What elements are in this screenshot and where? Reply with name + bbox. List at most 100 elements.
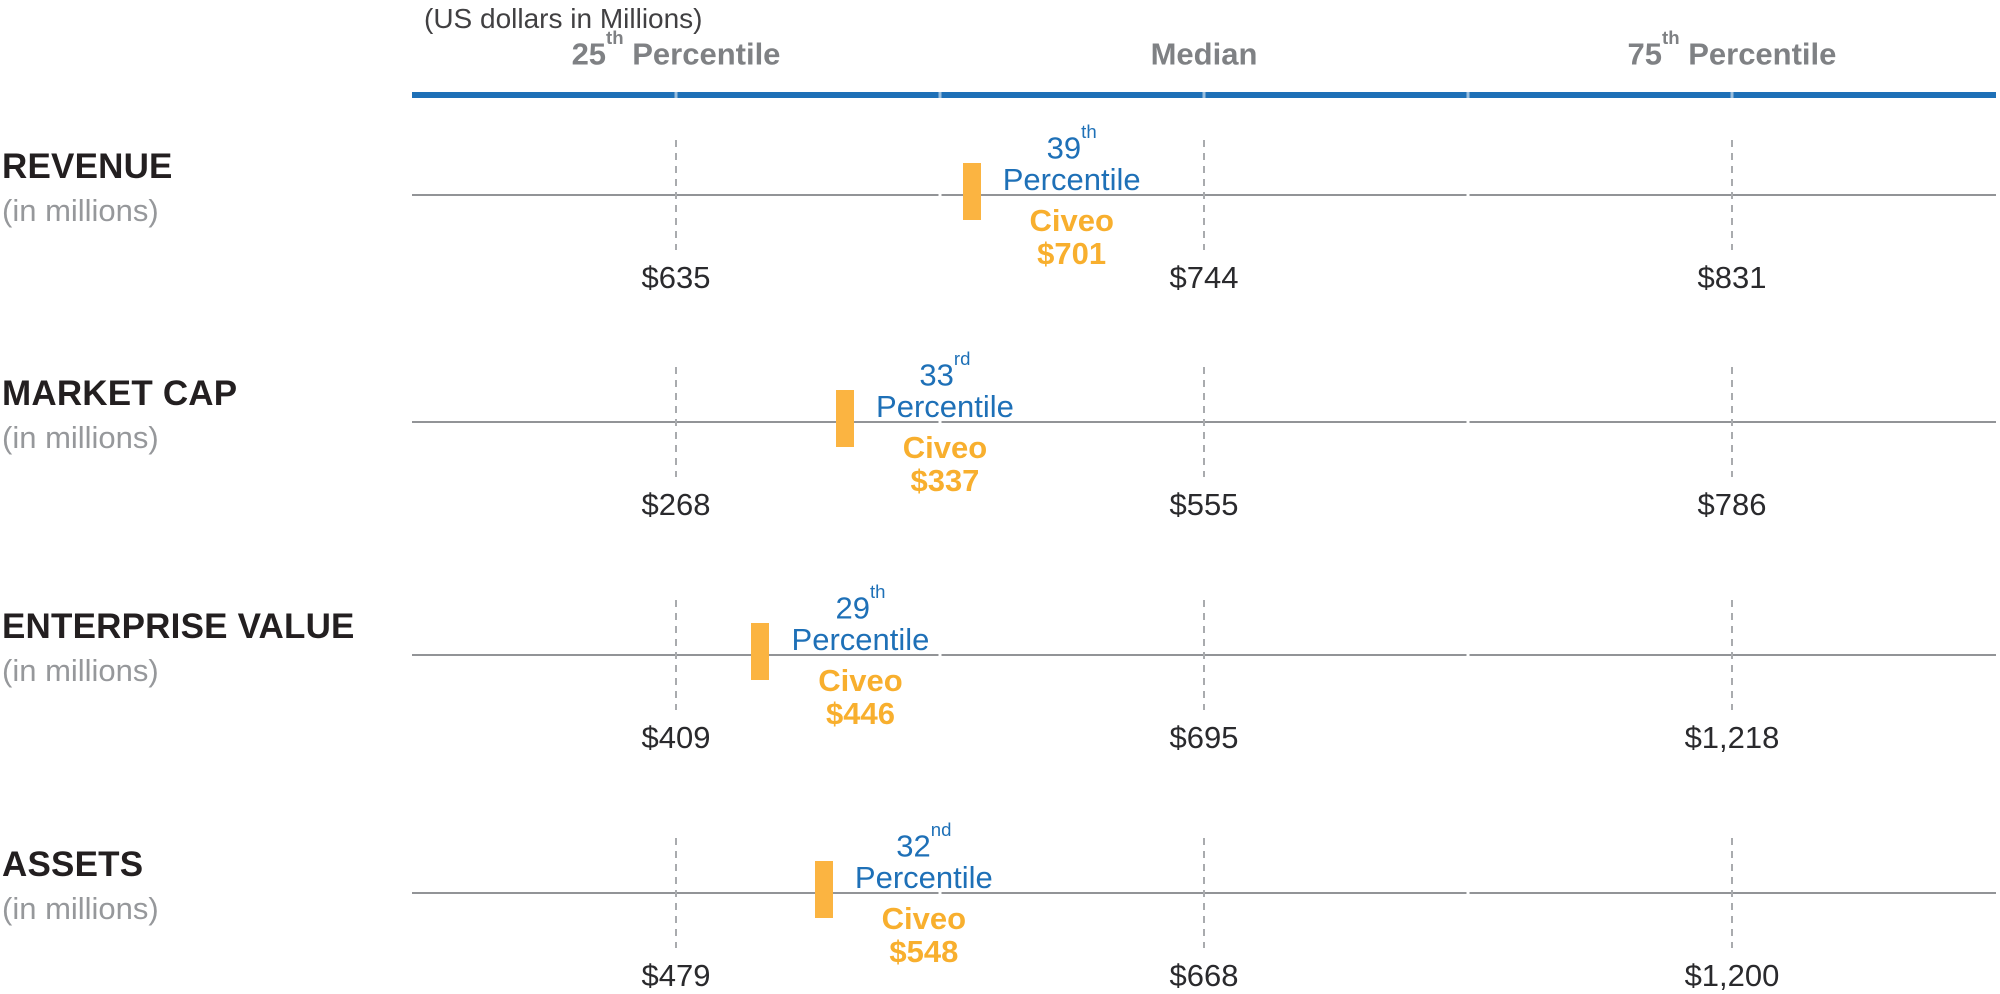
p25-gridline [675, 367, 677, 477]
p75-gridline [1730, 838, 1733, 948]
metric-plot-area: $268 $555 $786 33rd Percentile Civeo $33… [412, 327, 1996, 559]
column-header: 25th Percentile [571, 27, 781, 72]
percentile-ordinal-suffix: rd [953, 347, 971, 369]
percentile-number: 39 [1046, 130, 1082, 166]
company-value: $548 [889, 934, 959, 969]
percentile-word: Percentile [876, 389, 1014, 425]
axis-seam [938, 194, 942, 196]
median-value: $695 [1169, 720, 1239, 755]
axis-seam [938, 421, 942, 423]
median-gridline [1203, 600, 1205, 710]
company-value: $337 [910, 463, 980, 498]
metric-label-block: MARKET CAP (in millions) [2, 375, 237, 455]
percentile-word: Percentile [854, 860, 993, 896]
rule-seam [1202, 92, 1206, 98]
p75-gridline [1730, 600, 1733, 710]
company-name: Civeo [881, 901, 967, 936]
company-callout: Civeo $446 [818, 664, 902, 730]
column-header: Median [1151, 36, 1258, 72]
column-header-rest: Percentile [623, 36, 781, 72]
p25-value: $409 [641, 720, 711, 755]
percentile-callout-line1: 29th [792, 581, 930, 626]
p25-value: $635 [641, 260, 711, 295]
civeo-marker-bar [962, 163, 981, 220]
metric-name: ASSETS [2, 845, 144, 884]
axis-seam [1466, 654, 1470, 656]
p25-gridline [675, 140, 677, 250]
percentile-word: Percentile [791, 622, 930, 658]
rule-seam [1730, 92, 1734, 98]
p75-gridline [1730, 367, 1733, 477]
percentile-number: 32 [896, 828, 931, 864]
metric-sublabel: (in millions) [2, 193, 159, 228]
rule-seam [938, 92, 942, 98]
percentile-callout-line1: 39th [1003, 121, 1141, 166]
p75-value: $786 [1697, 487, 1767, 522]
metric-name: REVENUE [2, 147, 173, 186]
company-callout: Civeo $337 [903, 431, 987, 497]
column-header-row: 25th Percentile Median 75th Percentile [412, 0, 1996, 100]
metric-row: MARKET CAP (in millions) $268 $555 $786 … [0, 327, 2000, 559]
median-value: $555 [1169, 487, 1239, 522]
percentile-callout: 39th Percentile [1002, 121, 1141, 198]
metric-name: ENTERPRISE VALUE [2, 607, 355, 646]
company-name: Civeo [902, 430, 988, 465]
percentile-callout-line1: 32nd [855, 819, 993, 864]
metric-sublabel: (in millions) [2, 891, 159, 926]
percentile-ordinal-suffix: th [1081, 120, 1097, 142]
percentile-callout: 29th Percentile [791, 581, 930, 658]
civeo-marker-bar [835, 390, 854, 447]
axis-seam [938, 892, 942, 894]
company-value: $701 [1037, 236, 1107, 271]
company-name: Civeo [1029, 203, 1114, 238]
civeo-marker-bar [751, 623, 770, 680]
percentile-ordinal-suffix: nd [930, 818, 952, 840]
median-gridline [1203, 838, 1205, 948]
metric-row: ENTERPRISE VALUE (in millions) $409 $695… [0, 560, 2000, 792]
metric-name: MARKET CAP [2, 374, 238, 413]
axis-seam [1466, 194, 1470, 196]
axis-seam [938, 654, 942, 656]
median-gridline [1203, 140, 1205, 250]
units-label: (US dollars in Millions) [424, 3, 703, 34]
company-callout: Civeo $701 [1029, 204, 1113, 270]
p75-value: $1,200 [1684, 958, 1780, 993]
company-name: Civeo [818, 663, 903, 698]
median-value: $744 [1169, 260, 1239, 295]
company-callout: Civeo $548 [882, 902, 966, 968]
metric-sublabel: (in millions) [2, 653, 159, 688]
p25-value: $268 [641, 487, 711, 522]
column-header-text: Median [1150, 36, 1258, 72]
median-gridline [1203, 367, 1205, 477]
header-rule [412, 92, 1996, 98]
company-value: $446 [825, 696, 895, 731]
rule-seam [1466, 92, 1470, 98]
column-header-rest: Percentile [1679, 36, 1837, 72]
percentile-word: Percentile [1002, 162, 1141, 198]
column-header-superscript: th [1662, 26, 1680, 48]
metric-label-block: REVENUE (in millions) [2, 148, 173, 228]
percentile-callout: 32nd Percentile [854, 819, 993, 896]
rule-seam [674, 92, 678, 98]
metric-row: ASSETS (in millions) $479 $668 $1,200 32… [0, 798, 2000, 994]
metric-plot-area: $635 $744 $831 39th Percentile Civeo $70… [412, 100, 1996, 332]
percentile-number: 29 [835, 590, 870, 626]
column-header-text: 25 [571, 36, 607, 72]
percentile-callout: 33rd Percentile [876, 348, 1014, 425]
percentile-ordinal-suffix: th [869, 580, 886, 602]
axis-seam [1466, 421, 1470, 423]
metric-plot-area: $479 $668 $1,200 32nd Percentile Civeo $… [412, 798, 1996, 994]
column-header-superscript: th [606, 26, 624, 48]
metric-plot-area: $409 $695 $1,218 29th Percentile Civeo $… [412, 560, 1996, 792]
percentile-callout-line1: 33rd [876, 348, 1014, 393]
p25-gridline [675, 838, 677, 948]
p25-value: $479 [641, 958, 711, 993]
axis-seam [1466, 892, 1470, 894]
metric-row: REVENUE (in millions) $635 $744 $831 39t… [0, 100, 2000, 332]
p25-gridline [675, 600, 677, 710]
metric-sublabel: (in millions) [2, 420, 159, 455]
p75-value: $1,218 [1684, 720, 1780, 755]
percentile-number: 33 [919, 357, 954, 393]
p75-gridline [1730, 140, 1733, 250]
